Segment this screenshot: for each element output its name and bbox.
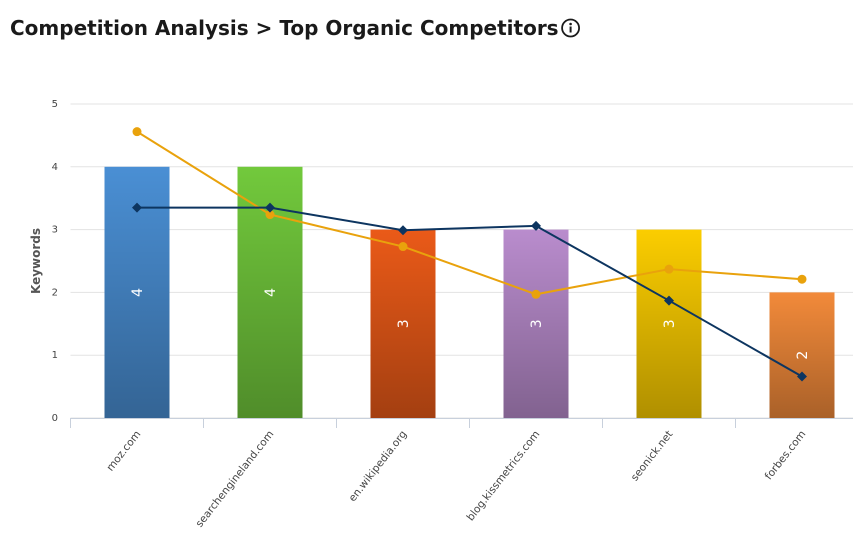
line-marker [265, 210, 275, 220]
data-label: 4 [130, 288, 146, 297]
line-marker [132, 127, 142, 137]
y-axis-title: Keywords [29, 228, 43, 294]
line-marker [664, 295, 674, 306]
y-tick-label: 2 [52, 287, 58, 298]
x-tick-label: searchengineland.com [194, 428, 277, 529]
x-tick-label: seonick.net [629, 428, 676, 483]
line [137, 206, 803, 378]
line-marker [531, 289, 541, 299]
line-marker [398, 225, 408, 236]
x-tick-label: moz.com [104, 428, 143, 473]
x-tick-label: forbes.com [763, 428, 809, 482]
chart-title: Competition Analysis > Top Organic Compe… [10, 16, 559, 40]
x-tick-label: en.wikipedia.org [347, 428, 410, 504]
line-marker [797, 274, 807, 284]
x-tick-label: blog.kissmetrics.com [465, 428, 543, 523]
line-marker [132, 202, 142, 213]
y-tick-label: 0 [52, 413, 58, 424]
bar-shade [503, 229, 569, 418]
bar-shade [636, 229, 702, 418]
line-marker [797, 371, 807, 382]
data-label: 2 [795, 351, 811, 360]
data-label: 3 [662, 319, 678, 328]
line-marker [664, 264, 674, 274]
line-marker [265, 202, 275, 213]
bar-shade [370, 229, 436, 418]
line-marker [398, 242, 408, 252]
info-icon[interactable] [561, 18, 580, 38]
y-tick-label: 1 [52, 350, 58, 361]
data-label: 3 [396, 319, 412, 328]
data-label: 4 [263, 288, 279, 297]
line [136, 130, 803, 296]
line-marker [531, 220, 541, 231]
y-tick-label: 4 [52, 162, 58, 173]
bar-shade [769, 292, 835, 418]
y-tick-label: 3 [52, 225, 58, 236]
data-label: 3 [529, 319, 545, 328]
y-tick-label: 5 [52, 99, 58, 110]
